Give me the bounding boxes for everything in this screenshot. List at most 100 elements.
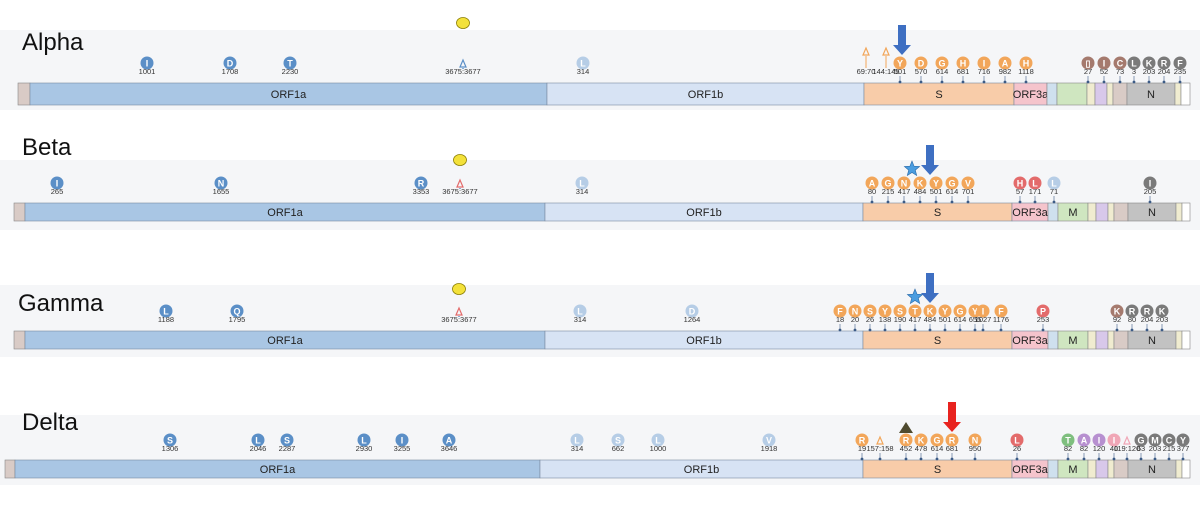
s-mutation-marker-letter: V (965, 179, 971, 189)
deletion-highlight-icon (453, 154, 467, 166)
orf6-segment (1087, 459, 1097, 479)
orf1b-label: ORF1b (684, 464, 719, 476)
orf1a-mutation-marker-marker (357, 433, 371, 447)
s-mutation-tick-dot (853, 328, 857, 332)
orf1b-mutation-marker-marker (651, 433, 665, 447)
s-mutation-marker: H (956, 56, 970, 70)
orf1b-mutation-marker-letter: L (580, 59, 586, 69)
orf1a-mutation-position: 1655 (213, 187, 230, 196)
s2-mutation-tick-dot (981, 328, 985, 332)
deletion-position: 3675:3677 (445, 67, 480, 76)
s-mutation-position: 614 (936, 67, 949, 76)
orf1a-mutation-marker: T (283, 56, 297, 70)
s-mutation-marker: G (881, 176, 895, 190)
orf1b-mutation-marker: L (576, 56, 590, 70)
tail-mutation-tick-dot (1181, 457, 1185, 461)
orf10-segment (1174, 82, 1182, 106)
tail-mutation-tick-dot (1086, 80, 1090, 84)
s-mutation-position: 19 (858, 444, 866, 453)
orf7a-segment (1095, 330, 1109, 350)
tail-mutation-marker-letter: I (1113, 436, 1116, 446)
orf1a-mutation-marker-marker (280, 433, 294, 447)
s-mutation-tick-dot (1003, 80, 1007, 84)
orf1a-mutation-marker-letter: I (401, 436, 404, 446)
spike-deletion-position: 69:70 (857, 67, 876, 76)
orf1a-mutation-marker: S (163, 433, 177, 447)
s-mutation-tick-dot (1024, 80, 1028, 84)
orf1a-mutation-position: 3353 (413, 187, 430, 196)
orf1b-mutation-position: 314 (571, 444, 584, 453)
s-mutation-marker-letter: G (933, 436, 940, 446)
tail-mutation-tick-dot (1153, 457, 1157, 461)
s-mutation-marker-marker (833, 304, 847, 318)
m-segment (1056, 82, 1088, 106)
orf3a-mutation-marker-letter: P (1040, 307, 1046, 317)
orf7b-segment (1106, 82, 1114, 106)
s-mutation-marker: D (914, 56, 928, 70)
tail-mutation-position: 92 (1113, 315, 1121, 324)
deletion-triangle-icon (455, 306, 463, 316)
s-mutation-marker-letter: K (918, 436, 925, 446)
orf1b-mutation-marker-letter: V (766, 436, 772, 446)
tail-mutation-marker-letter: Y (1180, 436, 1186, 446)
orf3a-mutation-marker: H (1013, 176, 1027, 190)
orf1a-mutation-marker: A (442, 433, 456, 447)
s-mutation-marker-marker (945, 433, 959, 447)
orf1a-mutation-marker-marker (50, 176, 64, 190)
tail-mutation-marker-letter: R (1144, 307, 1151, 317)
s-mutation-marker-marker (914, 56, 928, 70)
orf1a-mutation-marker: S (280, 433, 294, 447)
orf3a-mutation-marker-marker (1036, 304, 1050, 318)
orf1a-mutation-marker-letter: I (56, 179, 59, 189)
tail-mutation-marker: ▯ (1081, 56, 1095, 70)
tail-mutation-position: 119:120 (1114, 444, 1141, 453)
tail-mutation-marker: M (1148, 433, 1162, 447)
tail-mutation-position: 204 (1141, 315, 1154, 324)
s-mutation-marker-letter: F (837, 307, 843, 317)
tail-mutation-marker-letter: R (1161, 59, 1168, 69)
orf1b-mutation-marker: L (570, 433, 584, 447)
orf6-segment (1086, 82, 1096, 106)
n-label: N (1148, 335, 1156, 347)
s-mutation-position: 1118 (1018, 67, 1034, 76)
s-mutation-marker-letter: Y (882, 307, 888, 317)
tail-mutation-tick-dot (1125, 457, 1129, 461)
star-icon (906, 288, 924, 305)
s-mutation-marker-letter: T (912, 307, 918, 317)
m-mutation-tick-dot (1066, 457, 1070, 461)
tail-mutation-marker-marker (1077, 433, 1091, 447)
orf1b-mutation-marker-letter: L (577, 307, 583, 317)
orf1a-mutation-marker: I (50, 176, 64, 190)
orf1a-mutation-marker-letter: R (418, 179, 425, 189)
s2-mutation-marker: I (976, 304, 990, 318)
tail-mutation-marker-letter: K (1159, 307, 1166, 317)
orf3a-label: ORF3a (1013, 89, 1049, 101)
tail-mutation-marker-letter: K (1146, 59, 1153, 69)
s-mutation-marker-letter: Y (897, 59, 903, 69)
tail-mutation-tick-dot (1082, 457, 1086, 461)
tail-mutation-marker-letter: A (1081, 436, 1088, 446)
n-label: N (1148, 207, 1156, 219)
orf1a-mutation-marker-letter: L (255, 436, 261, 446)
orf1b-mutation-position: 314 (577, 67, 590, 76)
orf3a-label: ORF3a (1012, 335, 1048, 347)
orf1a-mutation-marker-letter: S (167, 436, 173, 446)
orf1a-label: ORF1a (267, 207, 303, 219)
orf1b-label: ORF1b (686, 207, 721, 219)
m-mutation-marker: T (1061, 433, 1075, 447)
utr5-segment (17, 82, 31, 106)
s-mutation-marker: K (914, 433, 928, 447)
m-label: M (1068, 464, 1077, 476)
orf1a-mutation-marker-letter: L (361, 436, 367, 446)
s2-mutation-position: 1027 (975, 315, 992, 324)
tail-mutation-marker: C (1113, 56, 1127, 70)
tail-mutation-marker: C (1162, 433, 1176, 447)
s-mutation-marker: Y (929, 176, 943, 190)
tail-mutation-marker-letter: I (1103, 59, 1106, 69)
m-label: M (1068, 335, 1077, 347)
s-mutation-position: 20 (851, 315, 859, 324)
s-mutation-tick-dot (966, 200, 970, 204)
s-mutation-marker: I (977, 56, 991, 70)
s-mutation-marker-letter: Y (972, 307, 978, 317)
s-mutation-position: 501 (939, 315, 952, 324)
